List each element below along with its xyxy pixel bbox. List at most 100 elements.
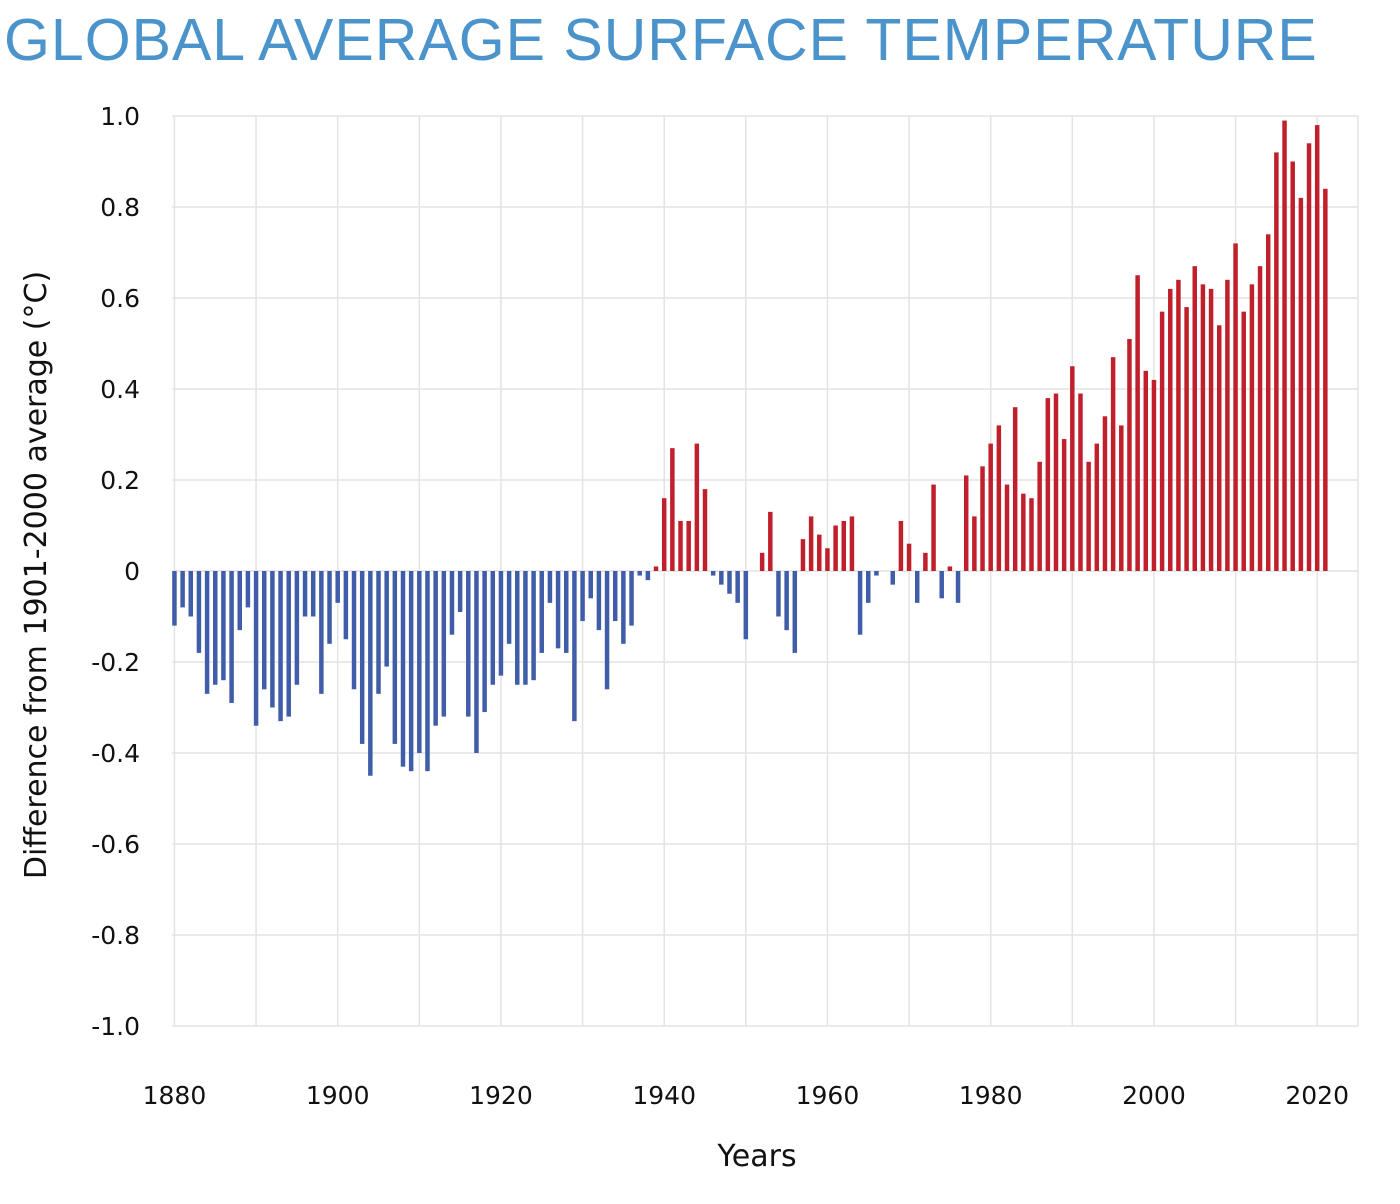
bar: [784, 571, 789, 631]
y-tick-label: 0.6: [100, 284, 140, 313]
bar: [800, 539, 806, 571]
bar: [474, 571, 479, 753]
bar: [425, 571, 430, 772]
bar: [188, 571, 194, 617]
bar: [874, 571, 879, 576]
bar: [515, 571, 520, 685]
bar: [482, 571, 487, 713]
bar: [972, 516, 977, 571]
bar: [661, 498, 667, 571]
y-tick-label: 0.2: [100, 466, 140, 495]
bar: [1192, 266, 1197, 571]
bar: [939, 571, 944, 599]
bar: [204, 571, 210, 694]
bar: [196, 571, 202, 653]
bar: [351, 571, 357, 690]
bar: [531, 571, 536, 681]
bar: [327, 571, 332, 644]
bar: [286, 571, 291, 717]
y-axis-title: Difference from 1901-2000 average (°C): [19, 271, 54, 879]
bar: [229, 571, 234, 703]
bar: [433, 571, 438, 726]
bar: [621, 571, 626, 644]
bar: [988, 443, 993, 571]
bar: [1151, 379, 1157, 571]
bar: [817, 534, 822, 571]
bar: [1135, 275, 1140, 571]
bar: [245, 571, 251, 608]
bar: [727, 571, 732, 594]
x-tick-label: 1900: [306, 1081, 370, 1110]
bar: [1021, 493, 1026, 571]
y-tick-label: 0.8: [100, 193, 140, 222]
bar: [1127, 338, 1132, 571]
bar: [710, 571, 716, 576]
bar: [1249, 284, 1255, 571]
bar: [359, 571, 365, 744]
bar: [735, 571, 740, 603]
bar: [825, 548, 830, 571]
bar: [400, 571, 406, 767]
bar: [1274, 152, 1279, 571]
bar: [841, 520, 847, 571]
bar: [261, 571, 267, 690]
bar: [1257, 266, 1263, 571]
bar: [498, 571, 504, 676]
bar: [1233, 243, 1238, 571]
bar: [1208, 288, 1214, 571]
bar: [572, 571, 577, 722]
bar: [368, 571, 373, 776]
bar: [457, 571, 463, 612]
bar: [768, 511, 773, 571]
bar: [857, 571, 863, 635]
bar: [653, 566, 659, 571]
bar: [776, 571, 781, 617]
x-tick-label: 1980: [959, 1081, 1023, 1110]
x-tick-label: 1960: [796, 1081, 860, 1110]
bar: [866, 571, 871, 603]
bar: [1119, 425, 1124, 571]
bar: [1265, 234, 1271, 572]
bar: [1159, 311, 1165, 571]
bar: [441, 571, 447, 717]
bar: [1061, 439, 1067, 571]
bar: [1094, 443, 1100, 571]
x-tick-label: 2020: [1285, 1081, 1349, 1110]
bar: [1290, 161, 1295, 571]
bar: [294, 571, 300, 685]
bar: [670, 448, 675, 571]
bar: [1314, 125, 1320, 571]
bar: [931, 484, 936, 571]
bar: [719, 571, 724, 585]
bar: [523, 571, 528, 685]
bar: [270, 571, 275, 708]
bar: [947, 566, 953, 571]
bar: [172, 571, 177, 626]
bar: [1045, 398, 1051, 571]
bar: [310, 571, 316, 617]
bar: [955, 571, 961, 603]
bar: [1029, 498, 1034, 571]
bar: [1102, 416, 1108, 571]
bar: [490, 571, 496, 685]
bar: [702, 489, 708, 571]
bar: [808, 516, 814, 571]
chart-title: GLOBAL AVERAGE SURFACE TEMPERATURE: [4, 7, 1318, 73]
bar: [237, 571, 242, 631]
bar: [743, 571, 749, 640]
bar: [343, 571, 349, 640]
bar: [923, 552, 928, 571]
bar: [996, 425, 1002, 571]
bar: [1306, 143, 1312, 572]
bar: [678, 520, 683, 571]
bar: [759, 552, 765, 571]
bar: [1012, 407, 1018, 571]
y-tick-label: 1.0: [100, 102, 140, 131]
bar: [1225, 279, 1230, 571]
x-tick-label: 2000: [1122, 1081, 1186, 1110]
bar: [408, 571, 414, 772]
x-tick-label: 1940: [632, 1081, 696, 1110]
bar: [1176, 279, 1181, 571]
bar: [890, 571, 895, 585]
